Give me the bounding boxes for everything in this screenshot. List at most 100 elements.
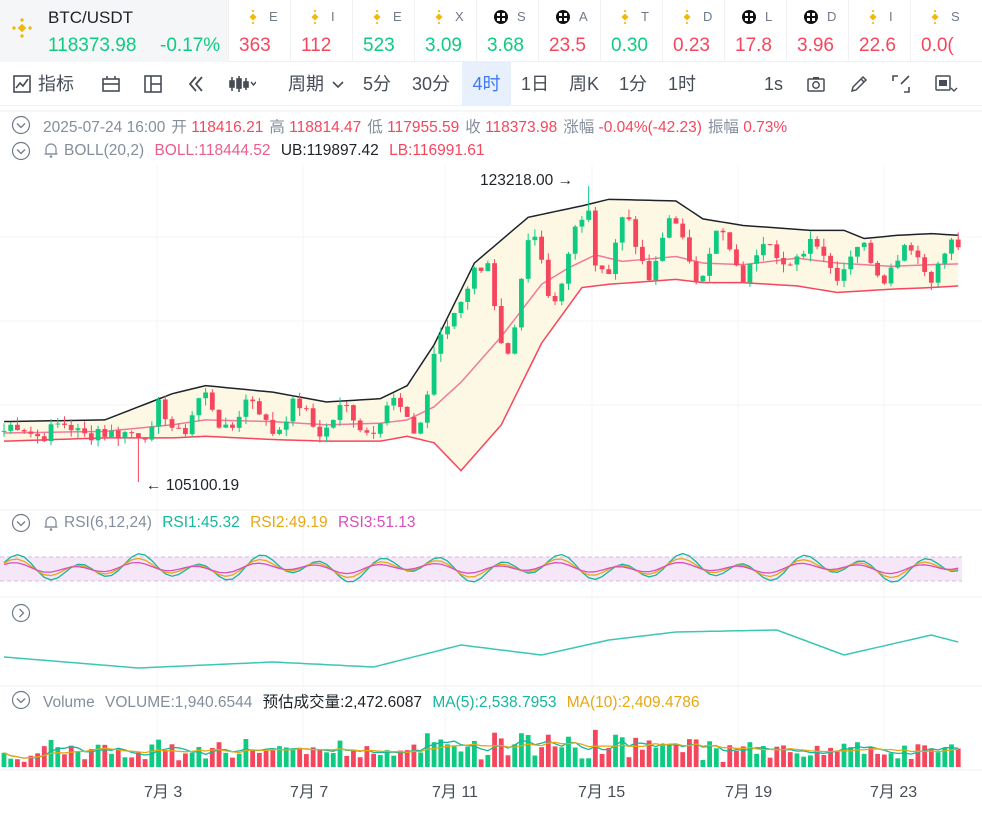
volume-bar (21, 761, 27, 767)
volume-bar (304, 754, 309, 767)
main-pair-card[interactable]: BTC/USDT 118373.98 -0.17% (0, 0, 228, 62)
volume-bar (592, 729, 598, 767)
volume-bar (606, 747, 612, 767)
ticker-item[interactable]: E 523 (352, 0, 414, 62)
volume-collapse-icon[interactable] (11, 690, 31, 710)
interval-1w[interactable]: 周K (569, 74, 600, 94)
volume-bar (196, 746, 202, 767)
candle-body (673, 218, 679, 224)
candle-body (62, 423, 67, 425)
volume-bar (875, 753, 880, 767)
ticker-value: 3.96 (797, 35, 834, 56)
ticker-item[interactable]: D 0.23 (662, 0, 724, 62)
interval-4h[interactable]: 4时 (462, 62, 511, 106)
interval-1min[interactable]: 1分 (619, 74, 648, 94)
ticker-symbol: E (269, 9, 278, 24)
interval-30m[interactable]: 30分 (412, 74, 451, 94)
candle-style-icon[interactable] (228, 74, 256, 94)
candle-body (498, 306, 504, 344)
pair-symbol: BTC/USDT (48, 8, 133, 27)
ticker-item[interactable]: I 112 (290, 0, 352, 62)
volume-bar (351, 749, 356, 767)
volume-bar (888, 753, 894, 767)
bnb-icon (683, 10, 691, 24)
volume-bar (156, 739, 161, 767)
volume-bar (485, 754, 491, 767)
interval-1h[interactable]: 1时 (668, 74, 697, 94)
high-label: 高 (269, 119, 285, 136)
ticker-item[interactable]: L 17.8 (724, 0, 786, 62)
volume-bar (324, 752, 329, 767)
ticker-item[interactable]: S 3.68 (476, 0, 538, 62)
candle-body (136, 433, 141, 438)
chart-type-icon[interactable] (101, 74, 121, 94)
indicator-icon[interactable] (12, 74, 32, 94)
candle-body (760, 244, 766, 256)
candle-body (902, 245, 907, 261)
candle-body (324, 427, 329, 437)
rsi-collapse-icon[interactable] (11, 513, 31, 533)
volume-ma5: MA(5):2,538.7953 (432, 694, 557, 711)
candle-body (525, 240, 531, 279)
candle-body (559, 283, 565, 302)
ticker-value: 0.30 (611, 35, 648, 56)
ticker-value: 23.5 (549, 35, 586, 56)
boll-collapse-icon[interactable] (11, 141, 31, 161)
volume-bar (223, 752, 229, 767)
ticker-item[interactable]: A 23.5 (538, 0, 600, 62)
ticker-symbol: L (765, 9, 773, 24)
candle-body (478, 267, 484, 271)
candle-body (680, 223, 686, 238)
ticker-item[interactable]: E 363 (228, 0, 290, 62)
bnb-icon (435, 10, 443, 24)
fullscreen-icon[interactable] (891, 74, 911, 94)
candle-body (754, 255, 760, 264)
candle-body (747, 263, 753, 283)
interval-5m[interactable]: 5分 (363, 74, 392, 94)
candle-body (572, 226, 578, 254)
ticker-item[interactable]: I 22.6 (848, 0, 910, 62)
volume-bar (801, 756, 807, 767)
candle-body (162, 399, 168, 420)
rewind-icon[interactable] (186, 74, 206, 94)
ticker-item[interactable]: D 3.96 (786, 0, 848, 62)
period-dropdown[interactable]: 周期 (288, 74, 324, 94)
candle-body (653, 260, 659, 281)
volume-bar (552, 746, 558, 767)
layout-icon[interactable] (143, 74, 163, 94)
candle-body (881, 275, 887, 284)
ticker-item[interactable]: S 0.0( (910, 0, 972, 62)
candle-body (297, 398, 303, 409)
candle-body (445, 326, 450, 335)
candle-body (855, 246, 860, 257)
candle-body (861, 242, 867, 247)
ticker-value: 523 (363, 35, 395, 56)
volume-bar (15, 759, 20, 767)
candle-body (592, 210, 598, 266)
volume-bar (545, 734, 551, 767)
interval-1d[interactable]: 1日 (521, 74, 550, 94)
candle-body (640, 246, 645, 261)
volume-bar (371, 753, 376, 767)
rsi-bell-icon[interactable] (42, 514, 60, 532)
ticker-item[interactable]: X 3.09 (414, 0, 476, 62)
volume-bar (357, 757, 363, 767)
volume-bar (68, 745, 74, 767)
candle-body (814, 238, 820, 247)
ohlc-collapse-icon[interactable] (11, 115, 31, 135)
bell-icon[interactable] (42, 141, 60, 159)
camera-icon[interactable] (806, 74, 826, 94)
candle-body (619, 217, 625, 243)
volume-bar (344, 755, 350, 767)
refresh-rate[interactable]: 1s (764, 74, 784, 94)
indicator-expand-icon[interactable] (11, 603, 31, 623)
volume-bar (129, 757, 135, 767)
ticker-item[interactable]: T 0.30 (600, 0, 662, 62)
indicators-button[interactable]: 指标 (38, 74, 74, 94)
volume-bar (384, 750, 390, 767)
pencil-icon[interactable] (849, 74, 869, 94)
volume-bar (230, 757, 235, 767)
candle-body (545, 259, 551, 296)
settings-icon[interactable] (934, 74, 958, 94)
